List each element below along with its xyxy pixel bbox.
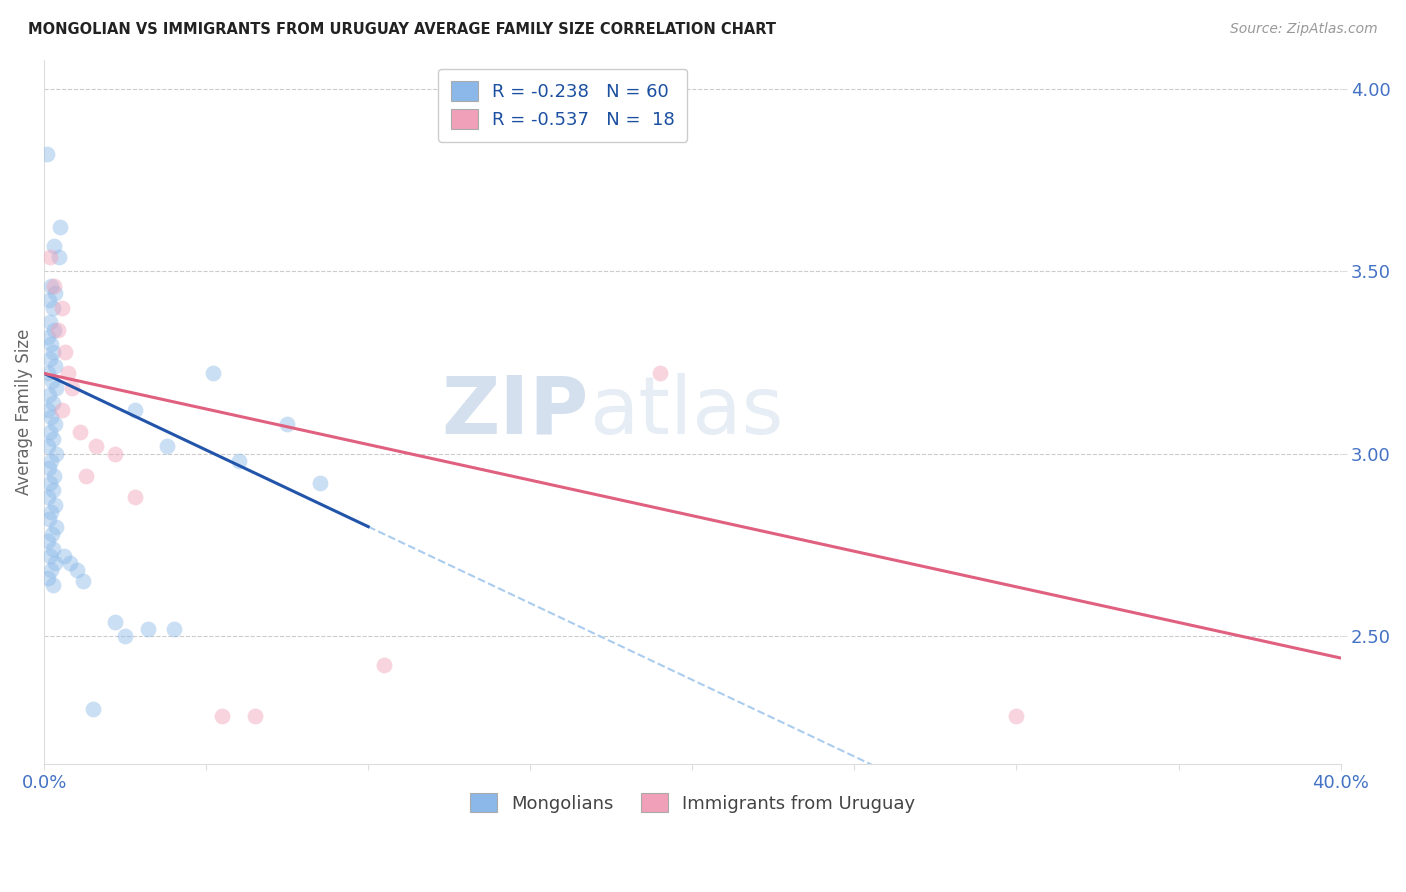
- Point: [308, 475, 330, 490]
- Point: [42, 395, 65, 409]
- Point: [38, 512, 60, 526]
- Point: [243, 709, 266, 723]
- Point: [39, 425, 62, 439]
- Point: [45, 519, 67, 533]
- Point: [44, 278, 66, 293]
- Point: [39, 250, 62, 264]
- Point: [49, 220, 72, 235]
- Point: [201, 367, 224, 381]
- Point: [39, 549, 62, 563]
- Point: [124, 403, 146, 417]
- Point: [37, 403, 59, 417]
- Point: [104, 447, 127, 461]
- Legend: Mongolians, Immigrants from Uruguay: Mongolians, Immigrants from Uruguay: [457, 780, 928, 825]
- Point: [39, 454, 62, 468]
- Point: [136, 622, 159, 636]
- Point: [44, 417, 66, 432]
- Point: [39, 315, 62, 329]
- Point: [46, 323, 69, 337]
- Point: [65, 564, 87, 578]
- Point: [38, 461, 60, 475]
- Point: [124, 491, 146, 505]
- Point: [276, 417, 298, 432]
- Point: [44, 556, 66, 570]
- Point: [72, 574, 94, 589]
- Point: [44, 468, 66, 483]
- Point: [156, 439, 179, 453]
- Point: [44, 359, 66, 373]
- Point: [41, 527, 63, 541]
- Y-axis label: Average Family Size: Average Family Size: [15, 328, 32, 495]
- Point: [37, 330, 59, 344]
- Point: [37, 367, 59, 381]
- Point: [59, 556, 82, 570]
- Point: [37, 534, 59, 549]
- Point: [38, 388, 60, 402]
- Text: Source: ZipAtlas.com: Source: ZipAtlas.com: [1230, 22, 1378, 37]
- Point: [41, 374, 63, 388]
- Point: [69, 425, 91, 439]
- Point: [39, 505, 62, 519]
- Text: ZIP: ZIP: [441, 373, 589, 450]
- Point: [37, 571, 59, 585]
- Point: [51, 403, 73, 417]
- Point: [84, 439, 107, 453]
- Point: [75, 468, 97, 483]
- Point: [37, 491, 59, 505]
- Point: [39, 351, 62, 366]
- Text: atlas: atlas: [589, 373, 783, 450]
- Point: [48, 250, 70, 264]
- Point: [39, 337, 62, 351]
- Point: [45, 381, 67, 395]
- Point: [38, 293, 60, 308]
- Point: [51, 301, 73, 315]
- Point: [44, 286, 66, 301]
- Point: [82, 702, 104, 716]
- Point: [42, 344, 65, 359]
- Point: [228, 454, 250, 468]
- Point: [42, 483, 65, 498]
- Point: [42, 578, 65, 592]
- Point: [42, 238, 65, 252]
- Point: [42, 301, 65, 315]
- Point: [53, 344, 76, 359]
- Point: [163, 622, 186, 636]
- Point: [211, 709, 233, 723]
- Point: [58, 367, 80, 381]
- Point: [45, 447, 67, 461]
- Point: [114, 629, 136, 643]
- Text: MONGOLIAN VS IMMIGRANTS FROM URUGUAY AVERAGE FAMILY SIZE CORRELATION CHART: MONGOLIAN VS IMMIGRANTS FROM URUGUAY AVE…: [28, 22, 776, 37]
- Point: [104, 615, 127, 629]
- Point: [44, 498, 66, 512]
- Point: [39, 475, 62, 490]
- Point: [648, 367, 671, 381]
- Point: [60, 381, 83, 395]
- Point: [37, 439, 59, 453]
- Point: [42, 541, 65, 556]
- Point: [35, 147, 58, 161]
- Point: [39, 564, 62, 578]
- Point: [52, 549, 75, 563]
- Point: [39, 410, 62, 425]
- Point: [44, 323, 66, 337]
- Point: [373, 658, 395, 673]
- Point: [42, 432, 65, 446]
- Point: [39, 278, 62, 293]
- Point: [1005, 709, 1028, 723]
